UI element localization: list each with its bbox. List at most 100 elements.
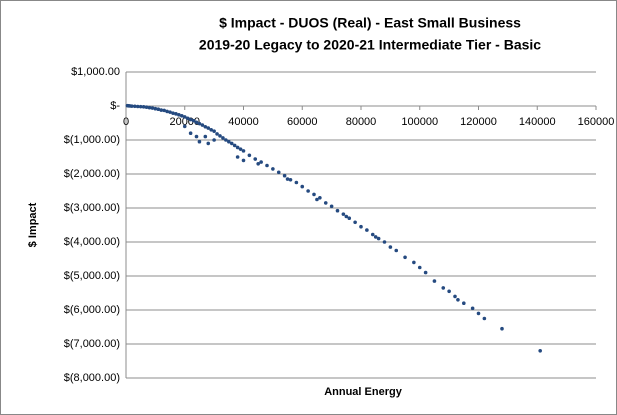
point	[306, 189, 310, 193]
point	[253, 157, 258, 161]
chart-title: $ Impact - DUOS (Real) - East Small Busi…	[219, 15, 521, 31]
y-tick-label: $(4,000.00)	[64, 236, 120, 248]
point	[130, 104, 134, 108]
y-tick-label: $(5,000.00)	[64, 270, 120, 282]
x-tick-label: 60000	[287, 116, 318, 128]
point	[203, 134, 208, 139]
point	[215, 132, 219, 136]
point	[323, 201, 328, 205]
point	[347, 216, 352, 220]
point	[456, 298, 460, 302]
x-tick-label: 40000	[228, 116, 259, 128]
point	[288, 177, 293, 182]
point	[171, 111, 175, 115]
point	[229, 141, 234, 146]
point	[441, 286, 446, 290]
point	[144, 105, 149, 109]
point	[185, 116, 190, 121]
point	[133, 104, 137, 109]
point	[276, 170, 281, 175]
y-tick-label: $1,000.00	[71, 66, 120, 78]
point	[365, 228, 369, 232]
point	[197, 139, 202, 144]
point	[353, 220, 357, 225]
point	[315, 197, 319, 202]
x-tick-label: 160000	[578, 116, 615, 128]
point	[265, 163, 269, 168]
y-tick-label: $(6,000.00)	[64, 304, 120, 316]
y-tick-label: $(2,000.00)	[64, 168, 120, 180]
y-axis-title: $ Impact	[27, 202, 39, 247]
point	[403, 255, 407, 260]
point	[447, 289, 451, 294]
point	[359, 224, 363, 229]
point	[168, 110, 172, 114]
point	[318, 196, 322, 200]
point	[141, 105, 146, 109]
point	[500, 326, 504, 331]
x-axis-title: Annual Energy	[324, 386, 403, 398]
x-tick-label: 20000	[169, 116, 200, 128]
point	[194, 120, 199, 125]
point	[335, 208, 340, 213]
point	[188, 117, 193, 122]
point	[285, 177, 290, 181]
point	[382, 240, 387, 244]
x-tick-label: 100000	[401, 116, 438, 128]
point	[344, 214, 349, 219]
point	[206, 126, 211, 130]
point	[376, 236, 381, 241]
point	[282, 173, 287, 178]
point	[238, 147, 243, 151]
point	[191, 118, 196, 123]
point	[159, 108, 164, 112]
point	[135, 104, 140, 109]
point	[209, 128, 213, 132]
point	[227, 139, 231, 144]
point	[180, 114, 184, 118]
point	[165, 109, 169, 114]
point	[153, 106, 158, 111]
point	[182, 115, 187, 119]
point	[394, 248, 399, 253]
point	[259, 160, 263, 164]
point	[177, 113, 181, 117]
point	[470, 306, 475, 311]
x-tick-label: 140000	[519, 116, 556, 128]
point	[453, 294, 457, 299]
point	[206, 141, 211, 146]
x-tick-label: 120000	[460, 116, 497, 128]
point	[538, 349, 542, 353]
point	[412, 260, 416, 265]
point	[194, 134, 199, 139]
point	[150, 106, 155, 110]
y-tick-label: $(7,000.00)	[64, 338, 120, 350]
point	[147, 105, 152, 110]
point	[212, 129, 216, 133]
y-tick-label: $(1,000.00)	[64, 134, 120, 146]
point	[370, 232, 375, 237]
y-tick-label: $-	[110, 100, 120, 112]
point	[188, 131, 193, 135]
point	[162, 108, 166, 113]
point	[482, 316, 487, 321]
point	[232, 143, 237, 148]
point	[212, 138, 216, 142]
point	[182, 124, 187, 129]
point	[200, 123, 205, 127]
point	[256, 162, 260, 166]
point	[197, 121, 202, 126]
chart-subtitle: 2019-20 Legacy to 2020-21 Intermediate T…	[199, 37, 541, 53]
point	[432, 279, 437, 283]
point	[341, 212, 346, 216]
point	[417, 265, 422, 270]
y-tick-label: $(3,000.00)	[64, 202, 120, 214]
point	[138, 104, 143, 109]
x-tick-label: 80000	[346, 116, 377, 128]
x-tick-label: 0	[123, 116, 129, 128]
point	[300, 184, 305, 189]
point	[221, 136, 225, 140]
point	[423, 270, 428, 275]
